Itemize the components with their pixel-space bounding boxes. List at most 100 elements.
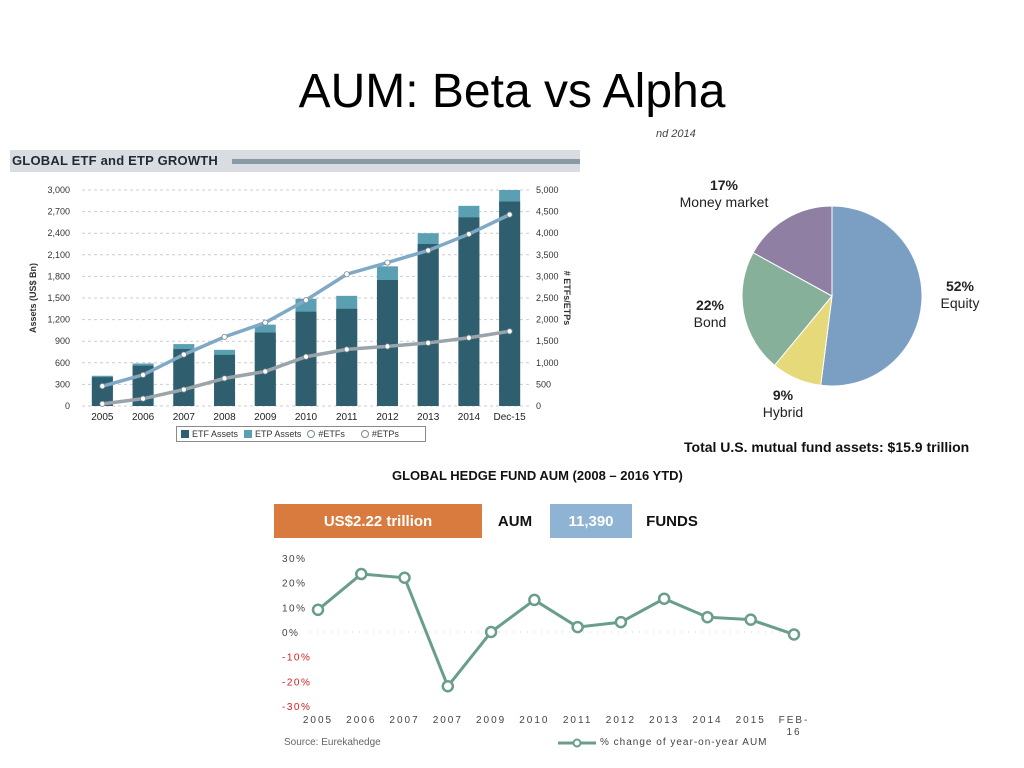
x-tick-label: 2014 [692,715,722,726]
x-tick-label: 2010 [519,715,549,726]
y-tick-label: -10% [282,653,311,664]
y-tick-label: 900 [55,336,70,346]
aum-change-point [398,571,411,584]
line-marker-icon [558,738,596,747]
y-tick-label: 10% [282,603,307,614]
x-tick-label: 2011 [563,715,593,726]
banner-stripe [232,159,580,164]
y2-tick-label: 5,000 [536,185,559,195]
x-tick-label: 2009 [254,412,277,423]
y-tick-label: 30% [282,554,307,565]
hedge-line-chart: 30% 20% 10% 0% -10% -20% -30% 2005 2006 2007 2007… [282,554,810,738]
y2-tick-label: 4,000 [536,228,559,238]
etfs-count-point [465,231,472,238]
aum-change-point [311,603,325,617]
y2-tick-label: 0 [536,401,541,411]
x-tick-label: 2006 [132,412,155,423]
legend-etp-assets: ETP Assets [244,429,301,439]
aum-label: AUM [497,512,533,530]
pie-header-fragment: nd 2014 [656,128,696,140]
etps-count-point [221,375,228,382]
y-tick-label: 0% [282,628,299,639]
y-tick-label: -20% [282,677,311,688]
pie-chart [741,205,923,387]
bar-chart-icon [244,430,253,438]
aum-change-point [528,593,541,607]
x-tick-label: 2015 [736,715,766,726]
x-tick-label: 2011 [336,412,358,423]
y-tick-label: 600 [55,358,70,368]
x-tick-label: 2007 [433,715,463,726]
etps-count-point [140,395,147,402]
marker-icon [307,430,316,438]
y2-tick-label: 2,500 [536,293,559,303]
x-tick-label: 2007 [389,715,419,726]
x-tick-label: 2005 [303,715,333,726]
x-tick-label: Dec-15 [494,412,527,423]
source-note: Source: Eurekahedge [284,737,381,748]
etf-chart: 0 300 600 900 1,200 1,500 1,800 2,100 2,400 2,700… [28,185,572,423]
x-tick-label: 2013 [417,412,440,423]
etps-count-point [302,353,309,360]
y-tick-label: 300 [55,379,70,389]
etf-chart-title: GLOBAL ETF and ETP GROWTH [12,153,219,168]
etfs-count-point [99,383,106,390]
pie-slice-money-market [752,205,833,297]
x-tick-label: 2010 [295,412,318,423]
aum-change-point [657,592,671,605]
etf-bar [336,308,358,406]
etps-count-point [465,334,472,341]
hedge-legend: % change of year-on-year AUM [558,737,768,748]
y2-tick-label: 500 [536,379,551,389]
aum-value-box: US$2.22 trillion [274,504,482,538]
aum-change-point [744,613,757,626]
x-tick-label: 2006 [346,715,376,726]
y-tick-label: 2,700 [47,207,70,217]
marker-icon [360,430,369,438]
aum-change-point [614,615,628,629]
funds-label: FUNDS [646,512,698,530]
pie-label-money-market: 17% Money market [679,177,769,210]
etf-bar [458,217,480,406]
funds-value-box: 11,390 [550,504,632,538]
etf-right-axis-label: # ETFs/ETPs [562,271,572,326]
etfs-count-point [384,259,391,266]
y-tick-label: -30% [282,702,311,713]
etf-bar [499,201,521,406]
slide-title: AUM: Beta vs Alpha [298,65,726,118]
x-tick-label: 2014 [458,412,481,423]
x-tick-label: 2009 [476,715,506,726]
x-tick-label: 2005 [91,412,114,423]
legend-etf-assets: ETF Assets [181,429,238,439]
aum-change-point [787,628,801,641]
x-tick-label: 2007 [173,412,196,423]
etps-count-point [384,343,391,350]
y-tick-label: 3,000 [47,185,70,195]
etf-left-axis-label: Assets (US$ Bn) [28,263,38,333]
etfs-count-point [221,333,228,340]
etf-legend: ETF Assets ETP Assets #ETFs #ETPs [176,426,426,442]
pie-label-equity: 52% Equity [940,278,980,311]
etps-count-point [425,339,432,346]
y-tick-label: 1,500 [47,293,70,303]
etfs-count-point [302,297,309,304]
etf-banner: GLOBAL ETF and ETP GROWTH [10,150,580,172]
aum-change-point [701,610,714,624]
etfs-count-point [425,247,432,254]
y-tick-label: 20% [282,579,307,590]
etps-count-point [506,328,513,335]
y2-tick-label: 3,000 [536,271,559,281]
y2-tick-label: 3,500 [536,250,559,260]
y2-tick-label: 1,500 [536,336,559,346]
legend-n-etfs: #ETFs [307,429,345,439]
x-tick-label: FEB- [779,715,810,726]
etfs-count-point [262,319,269,326]
x-tick-label: 2012 [606,715,636,726]
pie-slice-equity [820,205,923,387]
etfs-count-point [180,351,187,358]
pie-slice-bond [741,251,833,367]
y2-tick-label: 2,000 [536,315,559,325]
etps-count-point [180,386,187,393]
x-tick-label: 16 [786,727,801,738]
legend-n-etps: #ETPs [360,429,399,439]
